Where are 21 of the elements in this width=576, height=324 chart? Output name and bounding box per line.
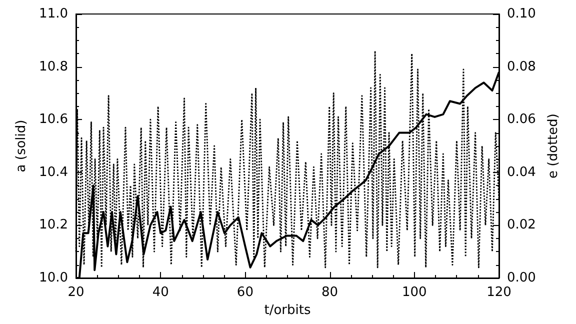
y2-tick-label: 0.08 (507, 59, 536, 74)
y2-tick-label: 0.10 (507, 6, 536, 22)
y-tick-label: 10.2 (39, 218, 68, 233)
y2-axis-title: e (dotted) (546, 114, 561, 178)
y-tick-label: 10.0 (39, 270, 68, 286)
y-tick-label: 10.4 (39, 164, 68, 180)
y-tick-label: 10.6 (39, 112, 68, 128)
y-tick-label: 10.8 (39, 59, 68, 74)
y-tick-label: 11.0 (39, 6, 68, 22)
x-tick-label: 40 (152, 285, 169, 300)
y2-tick-label: 0.04 (507, 164, 536, 180)
y2-tick-label: 0.06 (507, 112, 536, 128)
y2-tick-label: 0.02 (507, 218, 536, 233)
x-tick-label: 100 (402, 285, 427, 300)
x-tick-label: 60 (236, 285, 254, 300)
x-tick-label: 20 (68, 285, 84, 300)
x-axis-title: t/orbits (264, 302, 311, 318)
x-tick-label: 120 (486, 285, 512, 300)
y2-tick-label: 0.00 (507, 270, 536, 286)
x-tick-label: 80 (322, 285, 338, 300)
y-axis-title: a (solid) (14, 120, 30, 172)
